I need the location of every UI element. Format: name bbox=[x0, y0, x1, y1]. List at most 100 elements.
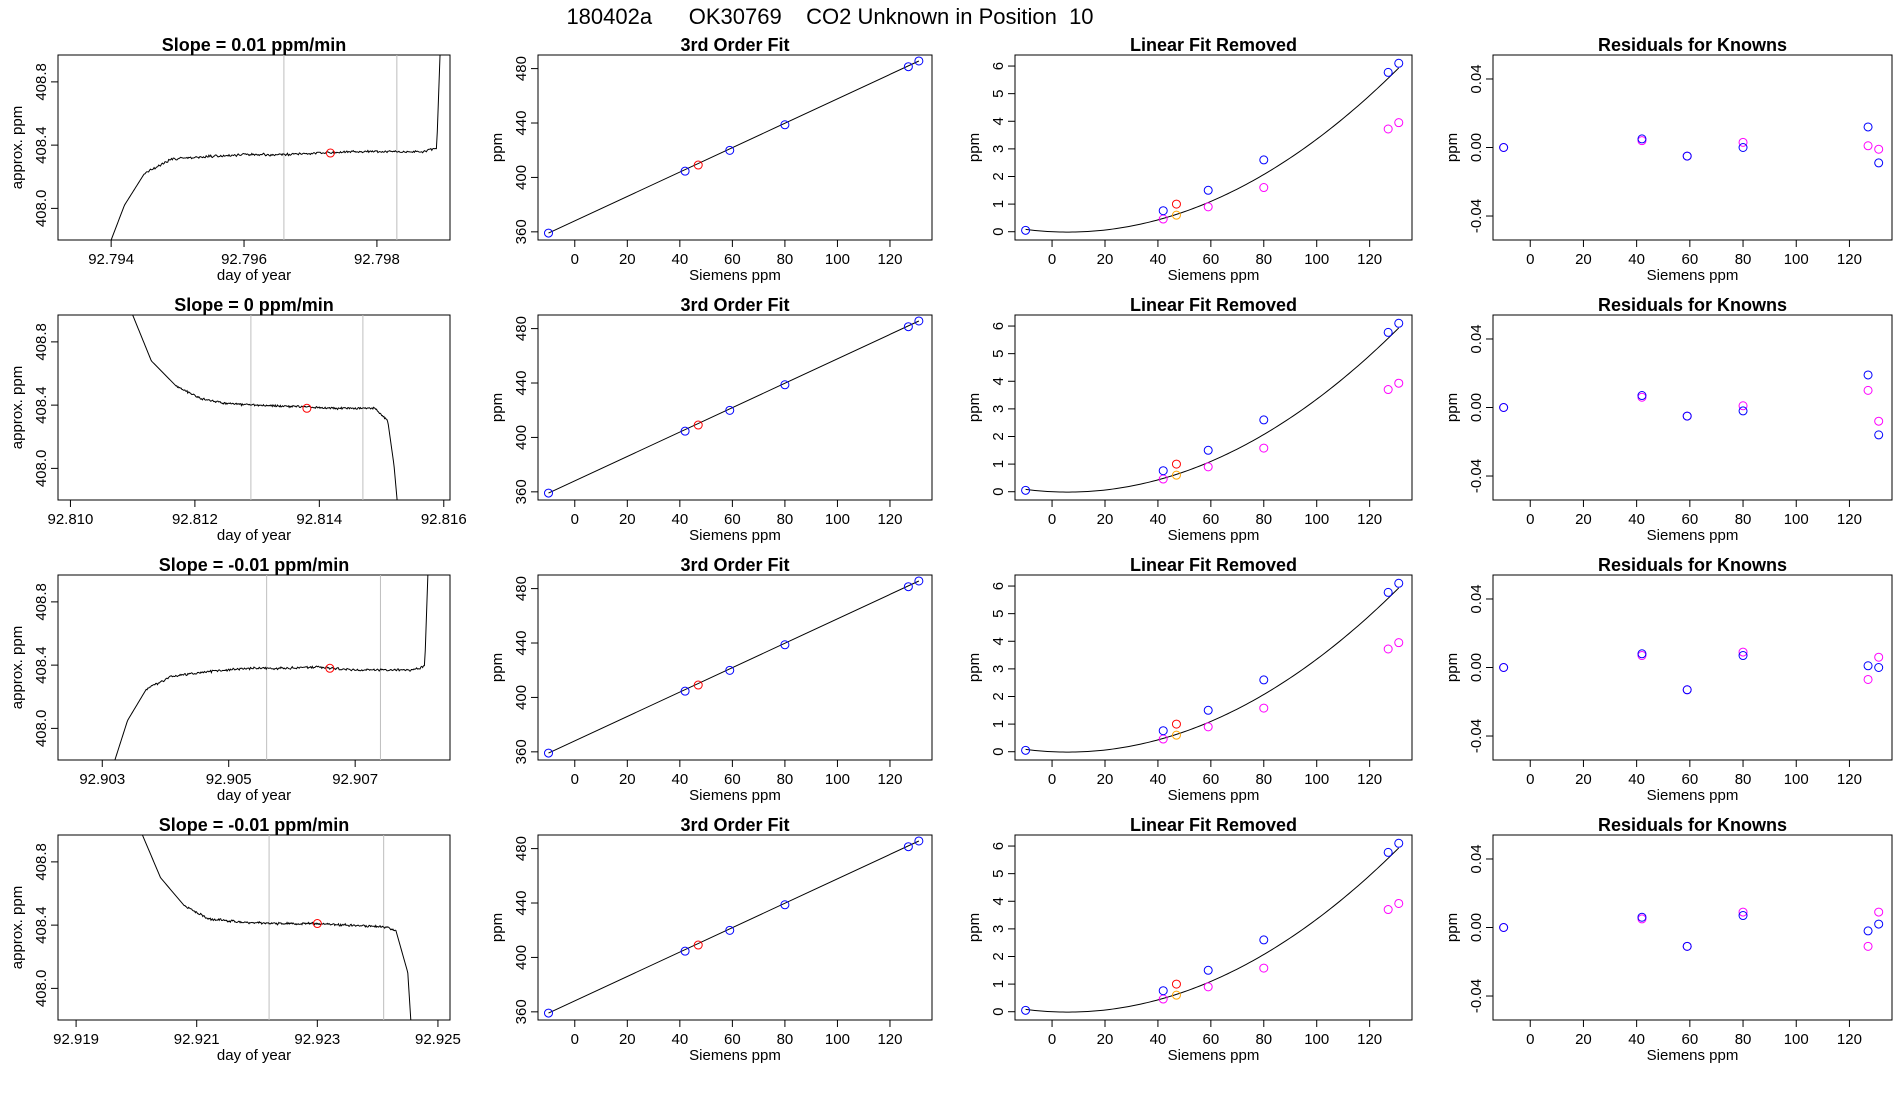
x-tick-label: 40 bbox=[671, 1031, 688, 1048]
plot-frame bbox=[1014, 574, 1413, 761]
known-standard-point bbox=[1394, 578, 1404, 588]
x-tick-label: 100 bbox=[1304, 1031, 1329, 1048]
known-standard-point bbox=[725, 145, 735, 155]
plot-frame bbox=[57, 54, 451, 241]
uncalibrated-point bbox=[1637, 136, 1647, 146]
y-tick-label: 0 bbox=[990, 488, 1007, 496]
uncalibrated-point bbox=[1383, 385, 1393, 395]
x-tick-label: 0 bbox=[571, 771, 579, 788]
y-tick-label: 0 bbox=[990, 1008, 1007, 1016]
chart-panel-r2-c0: Slope = -0.01 ppm/min 92.903 92.905 92.907 4… bbox=[9, 555, 451, 804]
plot-frame bbox=[57, 574, 451, 761]
known-standard-point bbox=[1863, 661, 1873, 671]
chart-panel-r1-c3: Residuals for Knowns 0 20 40 60 80 100 120 -0.04… bbox=[1444, 295, 1893, 544]
y-tick-label: 440 bbox=[513, 110, 530, 135]
y-tick-label: 0.00 bbox=[1468, 653, 1485, 682]
uncalibrated-point bbox=[1394, 898, 1404, 908]
known-standard-point bbox=[1158, 206, 1168, 216]
x-tick-label: 120 bbox=[1357, 1031, 1382, 1048]
y-axis-label: ppm bbox=[966, 393, 983, 422]
known-standard-point bbox=[1738, 911, 1748, 921]
figure-title: 180402a OK30769 CO2 Unknown in Position … bbox=[566, 4, 1093, 29]
known-standard-point bbox=[1863, 370, 1873, 380]
x-tick-label: 92.921 bbox=[174, 1031, 220, 1048]
known-standard-point bbox=[725, 405, 735, 415]
unknown-point bbox=[693, 160, 703, 170]
uncalibrated-point bbox=[1383, 124, 1393, 134]
x-tick-label: 80 bbox=[1255, 771, 1272, 788]
x-axis-label: Siemens ppm bbox=[1168, 527, 1260, 544]
uncalibrated-point bbox=[1259, 183, 1269, 193]
plot-frame bbox=[537, 314, 933, 501]
known-standard-point bbox=[1682, 411, 1692, 421]
plot-frame bbox=[57, 834, 451, 1021]
x-tick-label: 20 bbox=[1097, 251, 1114, 268]
y-axis-label: ppm bbox=[1444, 133, 1461, 162]
known-standard-point bbox=[1499, 143, 1509, 152]
x-tick-label: 20 bbox=[1575, 511, 1592, 528]
chart-panel-r3-c3: Residuals for Knowns 0 20 40 60 80 100 120 -0.04… bbox=[1444, 815, 1893, 1064]
target-point bbox=[1171, 730, 1181, 740]
plot-area bbox=[1021, 58, 1404, 235]
x-tick-label: 92.919 bbox=[53, 1031, 99, 1048]
uncalibrated-point bbox=[1203, 722, 1213, 732]
x-tick-label: 92.812 bbox=[172, 511, 218, 528]
fit-line bbox=[548, 60, 920, 234]
plot-area bbox=[544, 576, 924, 758]
known-standard-point bbox=[725, 665, 735, 675]
known-standard-point bbox=[1021, 745, 1031, 755]
x-tick-label: 120 bbox=[877, 1031, 902, 1048]
y-tick-label: 5 bbox=[990, 609, 1007, 617]
uncalibrated-point bbox=[1394, 118, 1404, 128]
x-tick-label: 80 bbox=[1255, 251, 1272, 268]
chart-panel-r1-c2: Linear Fit Removed 0 20 40 60 80 100 120 0 1 2 3 4 5 6… bbox=[966, 295, 1413, 544]
uncalibrated-point bbox=[1259, 963, 1269, 973]
y-axis-label: ppm bbox=[489, 913, 506, 942]
panel-title: Residuals for Knowns bbox=[1598, 555, 1787, 575]
y-tick-label: 2 bbox=[990, 172, 1007, 180]
panel-title: Residuals for Knowns bbox=[1598, 35, 1787, 55]
y-tick-label: 400 bbox=[513, 685, 530, 710]
y-tick-label: 408.0 bbox=[33, 190, 50, 228]
y-tick-label: 5 bbox=[990, 89, 1007, 97]
known-standard-point bbox=[1021, 485, 1031, 495]
unknown-average-point bbox=[312, 919, 322, 929]
plot-area bbox=[1021, 838, 1404, 1015]
x-tick-label: 100 bbox=[1784, 251, 1809, 268]
chart-panel-r3-c1: 3rd Order Fit 0 20 40 60 80 100 120 360 400 440 480… bbox=[489, 815, 933, 1064]
x-tick-label: 120 bbox=[877, 771, 902, 788]
unknown-average-point bbox=[325, 148, 335, 158]
x-tick-label: 0 bbox=[1526, 511, 1534, 528]
plot-area bbox=[1499, 370, 1884, 440]
known-standard-point bbox=[1682, 685, 1692, 695]
known-standard-point bbox=[914, 836, 924, 846]
panel-title: 3rd Order Fit bbox=[680, 555, 789, 575]
y-tick-label: 6 bbox=[990, 62, 1007, 70]
known-standard-point bbox=[1738, 143, 1748, 152]
x-axis-label: Siemens ppm bbox=[1647, 787, 1739, 804]
plot-area bbox=[544, 836, 924, 1018]
plot-frame bbox=[537, 574, 933, 761]
plot-area bbox=[141, 835, 412, 1020]
uncalibrated-point bbox=[1874, 416, 1884, 426]
x-tick-label: 92.816 bbox=[421, 511, 467, 528]
unknown-point bbox=[1171, 719, 1181, 729]
plot-frame bbox=[1492, 54, 1893, 241]
y-tick-label: 408.8 bbox=[33, 583, 50, 621]
known-standard-point bbox=[1021, 225, 1031, 235]
uncalibrated-point bbox=[1203, 462, 1213, 472]
known-standard-point bbox=[1874, 430, 1884, 440]
y-axis-label: approx. ppm bbox=[9, 106, 26, 189]
known-standard-point bbox=[903, 322, 913, 332]
y-axis-label: ppm bbox=[489, 653, 506, 682]
y-tick-label: 360 bbox=[513, 999, 530, 1024]
x-tick-label: 0 bbox=[571, 1031, 579, 1048]
panel-title: 3rd Order Fit bbox=[680, 295, 789, 315]
y-tick-label: 0 bbox=[990, 748, 1007, 756]
panel-title: Residuals for Knowns bbox=[1598, 815, 1787, 835]
x-tick-label: 60 bbox=[1681, 1031, 1698, 1048]
x-axis-label: Siemens ppm bbox=[689, 527, 781, 544]
x-tick-label: 0 bbox=[1526, 1031, 1534, 1048]
x-tick-label: 100 bbox=[825, 251, 850, 268]
y-tick-label: 4 bbox=[990, 377, 1007, 385]
